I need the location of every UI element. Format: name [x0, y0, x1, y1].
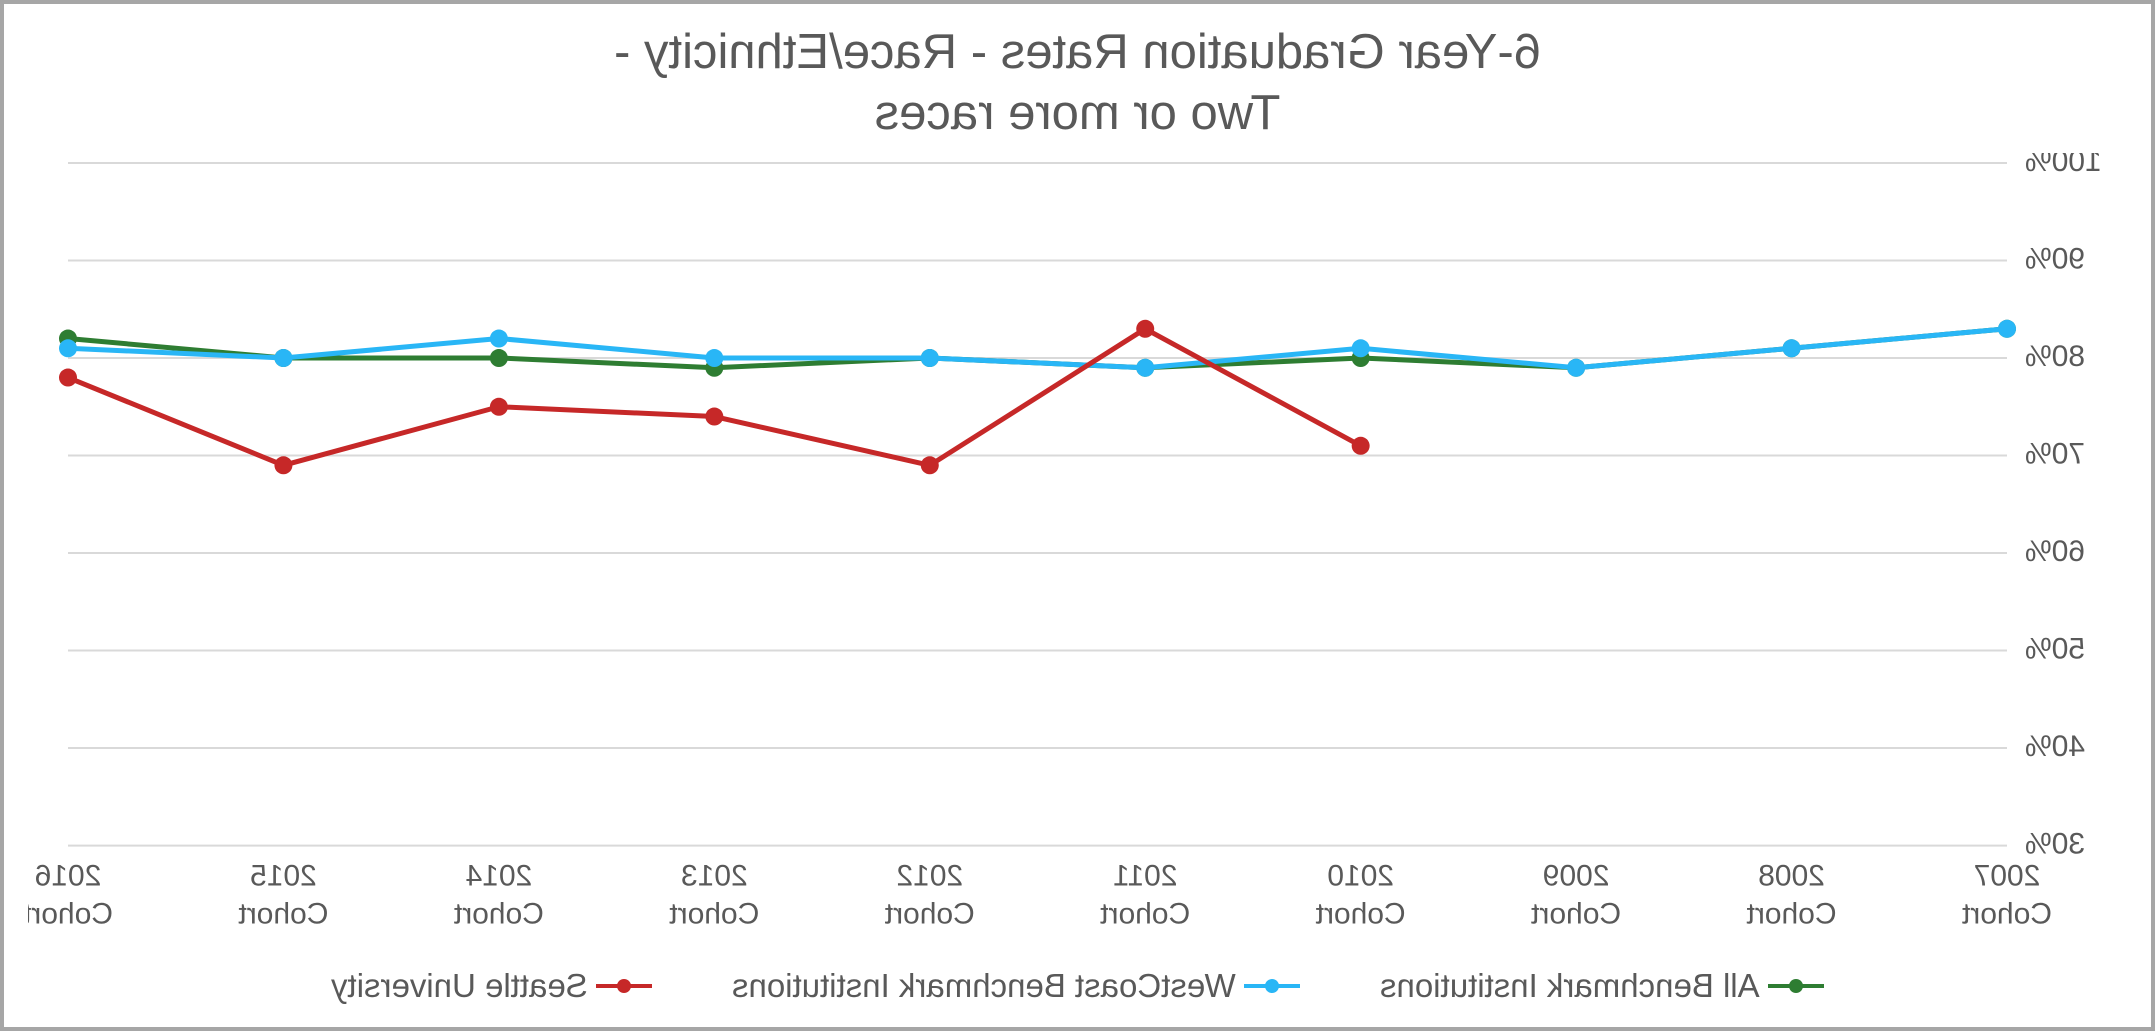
series-marker	[490, 349, 508, 367]
x-tick-year: 2013	[681, 859, 748, 892]
plot-area: 30% 40% 50% 60% 70% 80% 90% 100% 2007 Cohort 2008 C…	[28, 153, 2127, 956]
chart-frame: 6-Year Graduation Rates - Race/Ethnicity…	[0, 0, 2155, 1031]
x-tick-year: 2008	[1758, 859, 1825, 892]
x-tick-suffix: Cohort	[1530, 897, 1621, 930]
x-tick-year: 2012	[896, 859, 963, 892]
x-tick-suffix: Cohort	[1961, 897, 2052, 930]
chart-title-line1: 6-Year Graduation Rates - Race/Ethnicity…	[28, 22, 2127, 83]
x-tick-suffix: Cohort	[884, 897, 975, 930]
legend-swatch	[596, 984, 652, 988]
chart-title-line2: Two or more races	[28, 83, 2127, 144]
y-tick-label: 70%	[2025, 437, 2085, 470]
series-marker	[1136, 319, 1154, 337]
series-marker	[490, 397, 508, 415]
chart-svg: 30% 40% 50% 60% 70% 80% 90% 100% 2007 Cohort 2008 C…	[28, 153, 2127, 956]
series-marker	[1352, 339, 1370, 357]
y-tick-label: 100%	[2025, 153, 2102, 178]
legend-swatch	[1244, 984, 1300, 988]
legend-swatch	[1768, 984, 1824, 988]
series-marker	[1352, 436, 1370, 454]
series-marker	[1136, 358, 1154, 376]
x-tick-suffix: Cohort	[1315, 897, 1406, 930]
series-marker	[490, 329, 508, 347]
chart-title: 6-Year Graduation Rates - Race/Ethnicity…	[28, 22, 2127, 145]
x-tick-suffix: Cohort	[669, 897, 760, 930]
series-marker	[274, 456, 292, 474]
y-tick-label: 90%	[2025, 242, 2085, 275]
series-marker	[1998, 319, 2016, 337]
legend-label: All Benchmark Institutions	[1380, 967, 1760, 1005]
series-marker	[274, 349, 292, 367]
x-tick-year: 2016	[35, 859, 102, 892]
series-marker	[1783, 339, 1801, 357]
y-tick-label: 40%	[2025, 729, 2085, 762]
legend-item: Seattle University	[331, 967, 652, 1005]
x-tick-suffix: Cohort	[1746, 897, 1837, 930]
series-marker	[1567, 358, 1585, 376]
series-marker	[705, 407, 723, 425]
legend-label: WestCoast Benchmark Institutions	[732, 967, 1236, 1005]
x-tick-year: 2009	[1543, 859, 1610, 892]
x-tick-year: 2007	[1974, 859, 2041, 892]
x-tick-year: 2014	[466, 859, 533, 892]
x-tick-year: 2010	[1327, 859, 1394, 892]
series-marker	[59, 368, 77, 386]
legend-label: Seattle University	[331, 967, 588, 1005]
x-tick-suffix: Cohort	[28, 897, 113, 930]
series-marker	[921, 349, 939, 367]
legend-item: All Benchmark Institutions	[1380, 967, 1824, 1005]
x-tick-year: 2015	[250, 859, 317, 892]
series-marker	[705, 349, 723, 367]
y-tick-label: 30%	[2025, 827, 2085, 860]
series-marker	[921, 456, 939, 474]
x-tick-suffix: Cohort	[453, 897, 544, 930]
legend: All Benchmark Institutions WestCoast Benc…	[28, 955, 2127, 1009]
y-tick-label: 50%	[2025, 632, 2085, 665]
y-tick-label: 60%	[2025, 534, 2085, 567]
x-tick-suffix: Cohort	[1100, 897, 1191, 930]
x-tick-year: 2011	[1113, 859, 1178, 892]
y-tick-label: 80%	[2025, 339, 2085, 372]
legend-item: WestCoast Benchmark Institutions	[732, 967, 1300, 1005]
series-marker	[59, 339, 77, 357]
x-tick-suffix: Cohort	[238, 897, 329, 930]
series-line	[68, 328, 2007, 367]
